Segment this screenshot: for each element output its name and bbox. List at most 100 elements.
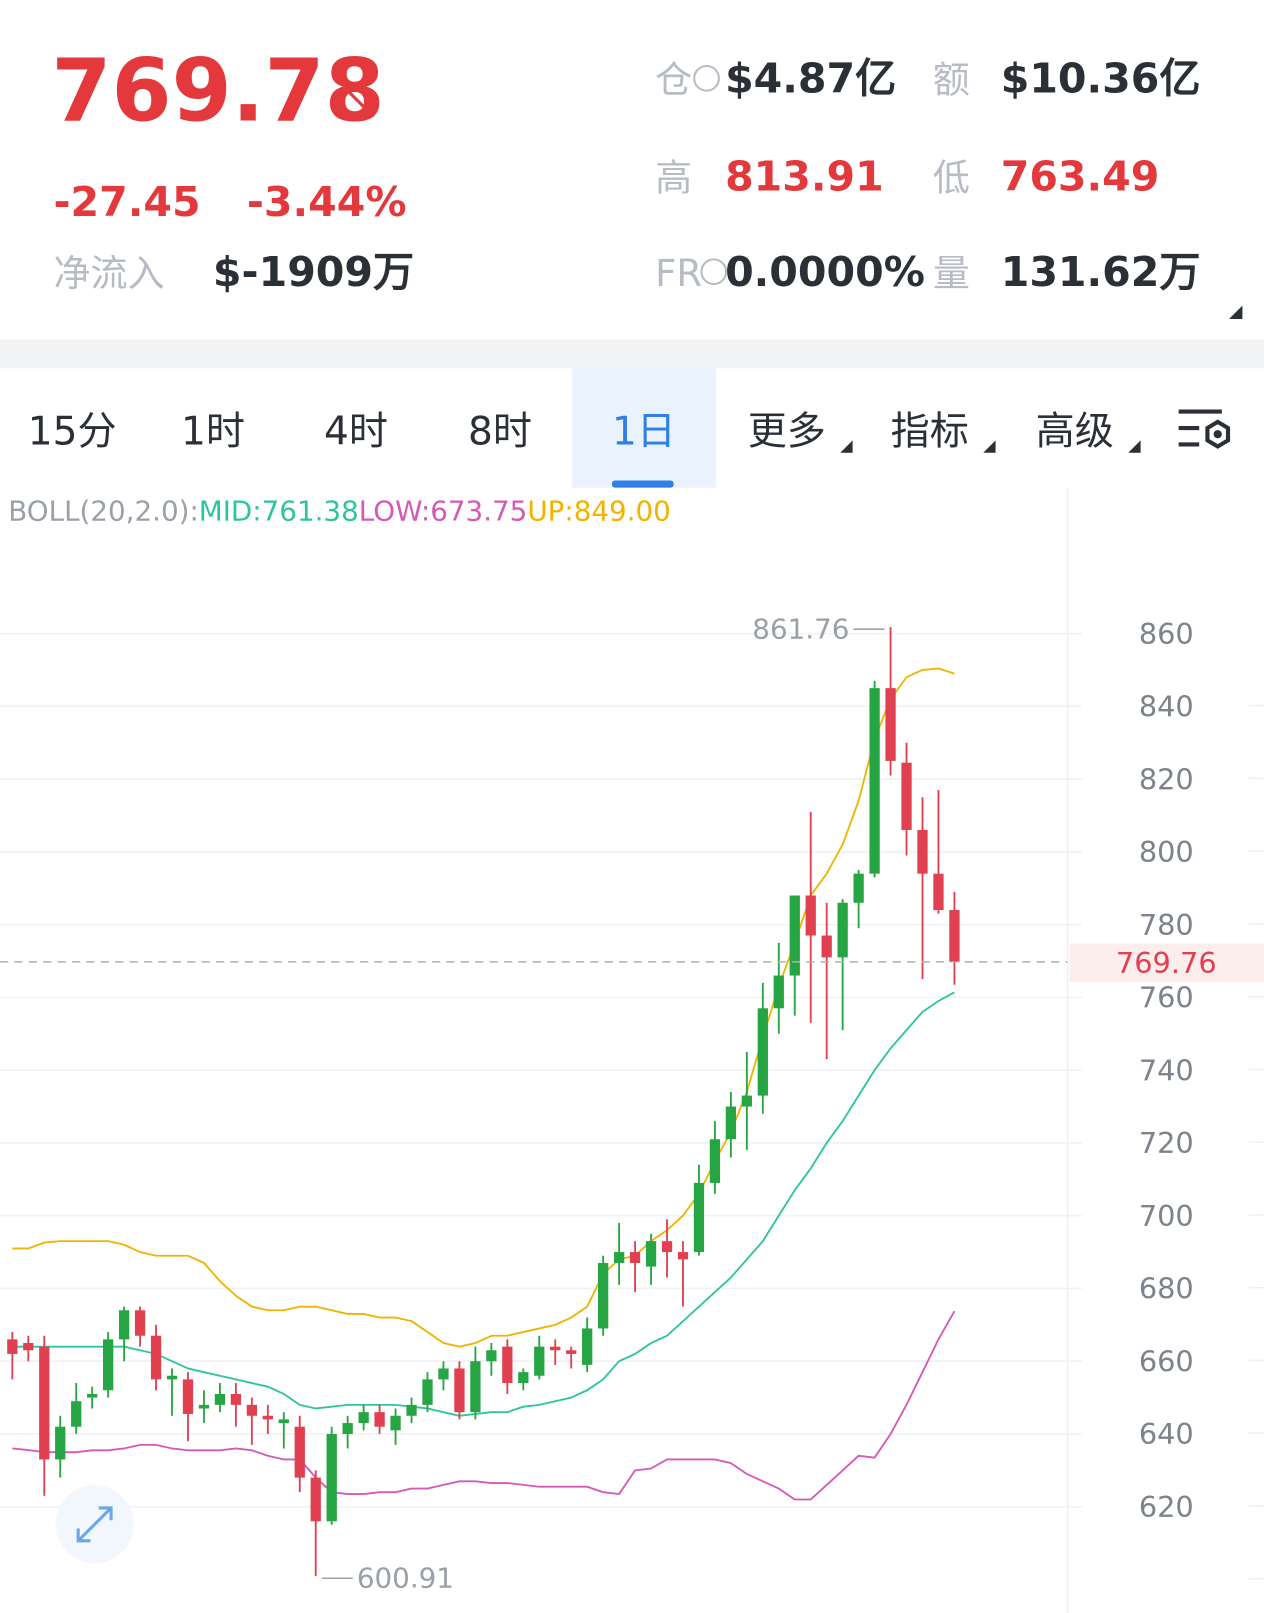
- legend-entry: UP:849.00: [527, 495, 670, 528]
- candle-body: [278, 1419, 289, 1424]
- candle-body: [725, 1106, 737, 1140]
- candle-body: [39, 1346, 50, 1460]
- candle-body: [358, 1412, 369, 1424]
- y-tick-label: 700: [1139, 1199, 1194, 1233]
- tabs: 15分 1时 4时 8时 1日 更多 指标 高级: [28, 409, 1141, 488]
- tab[interactable]: 更多: [748, 409, 826, 454]
- tab[interactable]: 15分: [28, 409, 117, 454]
- tab[interactable]: 指标: [891, 409, 969, 454]
- max-label: 861.76: [752, 612, 849, 645]
- help-icon[interactable]: [700, 258, 728, 286]
- candle-body: [470, 1361, 481, 1413]
- min-label: 600.91: [357, 1561, 454, 1594]
- stat-label: FR: [655, 252, 702, 295]
- candle-body: [693, 1182, 705, 1253]
- candle-body: [7, 1339, 18, 1354]
- tab[interactable]: 1时: [181, 409, 245, 454]
- settings-icon[interactable]: [1178, 409, 1231, 449]
- candle-body: [582, 1328, 593, 1365]
- change: -27.45: [53, 178, 200, 226]
- candle-body: [438, 1368, 449, 1380]
- separator: [0, 339, 1264, 369]
- y-tick-label: 620: [1139, 1490, 1194, 1524]
- candle-body: [342, 1423, 353, 1434]
- candle-body: [87, 1393, 98, 1398]
- candle-body: [422, 1379, 433, 1405]
- candle-body: [230, 1393, 242, 1405]
- candle-body: [677, 1252, 689, 1260]
- change-pct: -3.44%: [247, 178, 407, 226]
- dropdown-caret[interactable]: [983, 440, 996, 453]
- stat-label: 低: [933, 156, 970, 199]
- candle-body: [741, 1095, 752, 1107]
- candle-body: [917, 830, 928, 874]
- candle-body: [597, 1262, 609, 1329]
- net-inflow: $-1909万: [213, 248, 414, 296]
- candle-body: [454, 1368, 465, 1413]
- candle-body: [502, 1346, 513, 1384]
- candle-body: [486, 1350, 497, 1362]
- dropdown-caret[interactable]: [840, 440, 853, 453]
- candle-body: [933, 873, 944, 911]
- candle-body: [103, 1339, 114, 1391]
- stats: 仓 $4.87亿额 $10.36亿高 813.91 低 763.49 FR 0.0000% 量 1…: [655, 55, 1200, 296]
- y-tick-label: 640: [1139, 1417, 1194, 1451]
- expand-corner[interactable]: [1229, 305, 1243, 320]
- band-line: [12, 991, 955, 1417]
- candle-body: [71, 1401, 82, 1427]
- y-tick-label: 780: [1139, 908, 1194, 942]
- candle-body: [518, 1372, 529, 1384]
- candle-body: [869, 688, 880, 874]
- y-tick-label: 740: [1139, 1053, 1194, 1087]
- y-tick-label: 820: [1139, 762, 1194, 796]
- stat-label: 仓: [655, 59, 692, 102]
- candle-body: [885, 688, 896, 761]
- stat-value: 0.0000%: [725, 248, 925, 296]
- candle-body: [374, 1412, 385, 1427]
- tab[interactable]: 高级: [1036, 409, 1114, 454]
- tab[interactable]: 8时: [468, 409, 532, 454]
- legend: BOLL(20,2.0):MID:761.38LOW:673.75UP:849.…: [8, 495, 671, 528]
- candle-body: [406, 1404, 417, 1416]
- stat-label: 额: [933, 59, 970, 102]
- candle-body: [310, 1477, 321, 1522]
- legend: BOLL(20,2.0):MID:761.38LOW:673.75UP:849.…: [8, 495, 671, 528]
- stat-value: $10.36亿: [1001, 55, 1201, 103]
- net-inflow-label: 净流入: [53, 252, 164, 295]
- help-icon[interactable]: [693, 64, 720, 92]
- tab-underline: [611, 480, 674, 488]
- last-price: 769.78: [51, 42, 384, 142]
- candle-body: [629, 1252, 641, 1263]
- y-tick-label: 860: [1139, 617, 1194, 651]
- y-tick-label: 720: [1139, 1126, 1194, 1160]
- down-arrow: [346, 89, 374, 117]
- candle-body: [613, 1252, 625, 1263]
- current-price-label: 769.76: [1116, 946, 1217, 980]
- y-tick-label: 760: [1139, 981, 1194, 1015]
- candle-body: [262, 1415, 273, 1420]
- candle-body: [534, 1346, 545, 1376]
- plot: 620 640 660 680 700 720 740 760 780 800 820 840 860 8…: [0, 612, 1264, 1594]
- candle-body: [757, 1008, 768, 1096]
- candle-body: [390, 1415, 401, 1431]
- candle-body: [645, 1241, 657, 1267]
- candle-body: [709, 1139, 721, 1183]
- candle-body: [294, 1426, 305, 1478]
- stat-value: 813.91: [725, 152, 884, 200]
- stat-label: 高: [655, 156, 692, 199]
- candle-body: [134, 1310, 146, 1336]
- candle-body: [182, 1379, 194, 1414]
- dropdown-caret[interactable]: [1128, 440, 1141, 453]
- candle-body: [118, 1310, 130, 1340]
- candle-body: [55, 1426, 66, 1460]
- y-tick-label: 840: [1139, 690, 1194, 724]
- tab[interactable]: 1日: [612, 409, 676, 454]
- fullscreen-button[interactable]: [55, 1485, 134, 1564]
- candle-body: [773, 975, 784, 1009]
- candle-body: [166, 1375, 178, 1380]
- y-tick-label: 800: [1139, 835, 1194, 869]
- candle-body: [837, 902, 848, 958]
- candle-body: [150, 1335, 162, 1380]
- tab[interactable]: 4时: [324, 409, 388, 454]
